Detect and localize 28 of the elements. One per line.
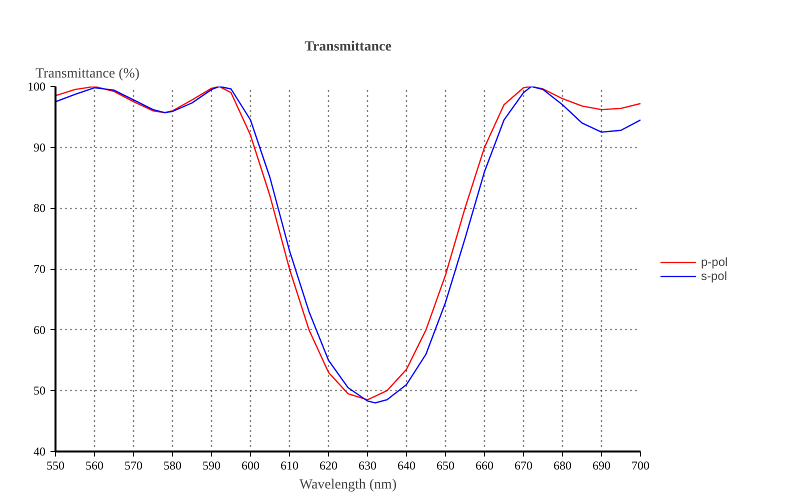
y-tick-label: 40 [34, 444, 46, 458]
x-tick-label: 660 [476, 458, 494, 472]
x-tick-label: 640 [398, 458, 416, 472]
y-tick-label: 70 [34, 262, 46, 276]
x-tick-label: 620 [320, 458, 338, 472]
legend-label: s-pol [701, 268, 728, 282]
x-tick-label: 690 [592, 458, 610, 472]
x-tick-label: 610 [280, 458, 298, 472]
x-tick-label: 550 [46, 458, 64, 472]
x-axis-title: Wavelength (nm) [299, 478, 397, 492]
y-axis-title: Transmittance (%) [36, 66, 140, 82]
x-tick-label: 680 [554, 458, 572, 472]
y-tick-label: 100 [28, 80, 46, 94]
x-tick-label: 600 [242, 458, 260, 472]
x-tick-label: 580 [164, 458, 182, 472]
chart-title: Transmittance [304, 40, 392, 54]
x-tick-label: 630 [358, 458, 376, 472]
legend-label: p-pol [701, 254, 728, 268]
x-tick-label: 700 [632, 458, 650, 472]
x-tick-label: 590 [202, 458, 220, 472]
y-tick-label: 50 [34, 384, 46, 398]
y-tick-label: 60 [34, 322, 46, 337]
y-tick-label: 90 [34, 140, 46, 154]
x-tick-label: 570 [124, 458, 142, 472]
x-tick-label: 560 [86, 458, 104, 472]
x-tick-label: 650 [436, 458, 454, 472]
y-tick-label: 80 [34, 201, 46, 216]
x-tick-label: 670 [514, 458, 532, 472]
